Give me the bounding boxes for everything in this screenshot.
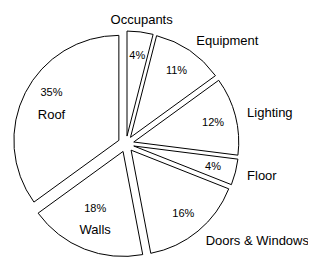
svg-text:Doors & Windows: Doors & Windows	[206, 233, 308, 248]
svg-text:16%: 16%	[172, 207, 194, 219]
svg-text:18%: 18%	[84, 202, 106, 214]
svg-text:Equipment: Equipment	[196, 33, 259, 48]
svg-text:Roof: Roof	[38, 107, 66, 122]
svg-text:Occupants: Occupants	[111, 12, 174, 27]
svg-text:11%: 11%	[166, 64, 187, 76]
svg-text:Walls: Walls	[80, 222, 112, 237]
svg-text:4%: 4%	[205, 160, 221, 172]
svg-text:35%: 35%	[40, 86, 62, 98]
svg-text:12%: 12%	[202, 116, 224, 128]
svg-text:4%: 4%	[129, 49, 145, 61]
svg-text:Lighting: Lighting	[247, 105, 293, 120]
svg-text:Floor: Floor	[247, 168, 277, 183]
